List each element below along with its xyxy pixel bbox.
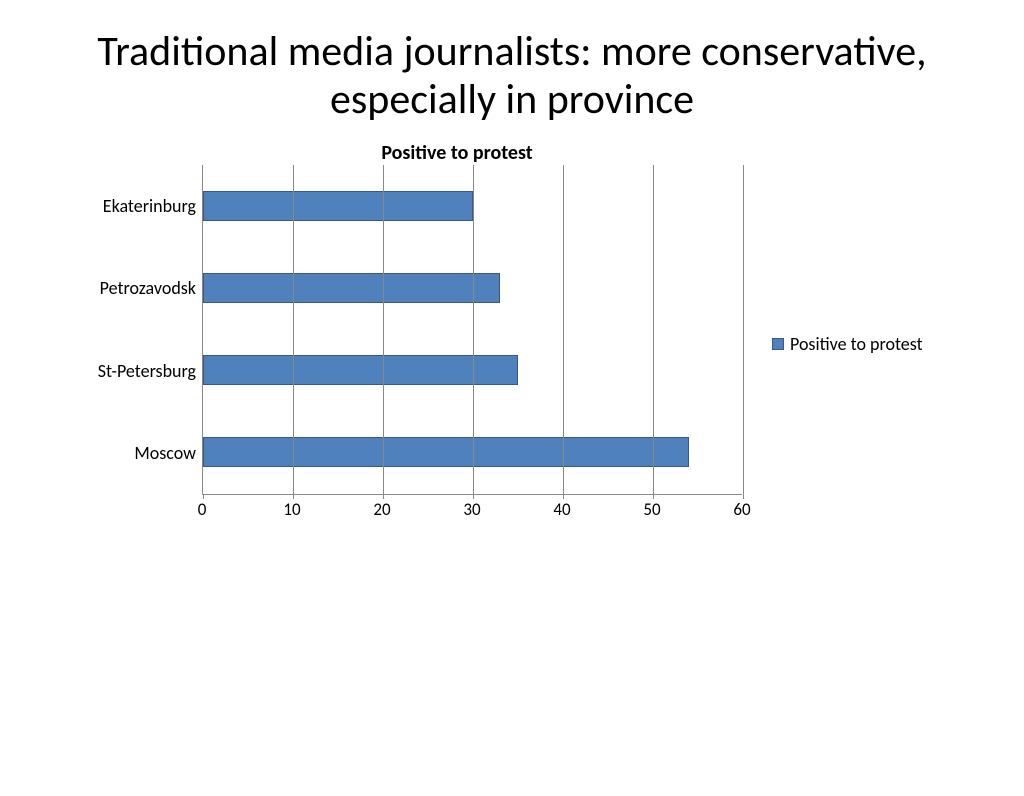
x-tick-label: 20 <box>373 499 390 520</box>
bar <box>203 273 500 303</box>
y-axis-label: Petrozavodsk <box>72 277 196 299</box>
legend-item: Positive to protest <box>772 333 923 355</box>
chart-body: Ekaterinburg Petrozavodsk St-Petersburg Mos… <box>72 165 952 523</box>
gridline <box>743 165 744 494</box>
plot-area <box>202 165 742 495</box>
chart-title: Positive to protest <box>182 141 732 165</box>
x-tick-label: 50 <box>643 499 660 520</box>
x-tick-label: 10 <box>283 499 300 520</box>
legend-label: Positive to protest <box>790 333 923 355</box>
x-tick-label: 30 <box>463 499 480 520</box>
bar <box>203 191 473 221</box>
y-axis-label: Ekaterinburg <box>72 195 196 217</box>
plot-column: Ekaterinburg Petrozavodsk St-Petersburg Mos… <box>72 165 742 523</box>
x-axis: 0102030405060 <box>202 495 742 523</box>
y-axis-label: St-Petersburg <box>72 360 196 382</box>
bar <box>203 437 689 467</box>
gridline <box>473 165 474 494</box>
legend: Positive to protest <box>772 333 923 355</box>
y-axis-label: Moscow <box>72 442 196 464</box>
gridline <box>563 165 564 494</box>
plot-row: Ekaterinburg Petrozavodsk St-Petersburg Mos… <box>72 165 742 495</box>
x-tick-label: 40 <box>553 499 570 520</box>
legend-swatch <box>772 338 784 350</box>
gridline <box>653 165 654 494</box>
slide-title: Traditional media journalists: more cons… <box>60 28 964 125</box>
x-tick-label: 0 <box>198 499 207 520</box>
chart-container: Positive to protest Ekaterinburg Petrozav… <box>72 141 952 523</box>
x-tick-label: 60 <box>733 499 750 520</box>
y-axis-labels: Ekaterinburg Petrozavodsk St-Petersburg Mos… <box>72 165 202 495</box>
gridline <box>383 165 384 494</box>
bar <box>203 355 518 385</box>
gridline <box>293 165 294 494</box>
